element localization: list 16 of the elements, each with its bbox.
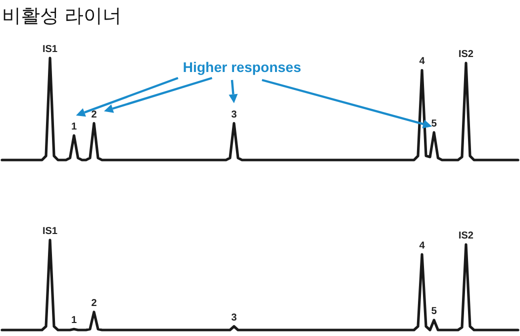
chart-title: 비활성 라이너	[2, 6, 122, 27]
x-tick-label: 5	[431, 118, 438, 130]
x-tick-label: IS2	[458, 230, 474, 242]
x-tick-label: 5	[431, 306, 438, 318]
x-tick-label: IS2	[458, 49, 474, 60]
x-tick-label: IS1	[42, 226, 58, 237]
x-tick-label: 2	[91, 109, 98, 120]
x-tick-label: 4	[419, 240, 426, 252]
x-tick-label: 3	[231, 312, 238, 324]
x-tick-label: 1	[71, 122, 78, 133]
x-tick-label: 2	[91, 298, 98, 309]
x-tick-label: IS1	[42, 44, 58, 55]
x-tick-label: 4	[419, 56, 426, 68]
x-tick-label: 3	[231, 109, 238, 120]
annotation: Higher responses	[182, 59, 302, 75]
x-tick-label: 1	[71, 315, 78, 326]
